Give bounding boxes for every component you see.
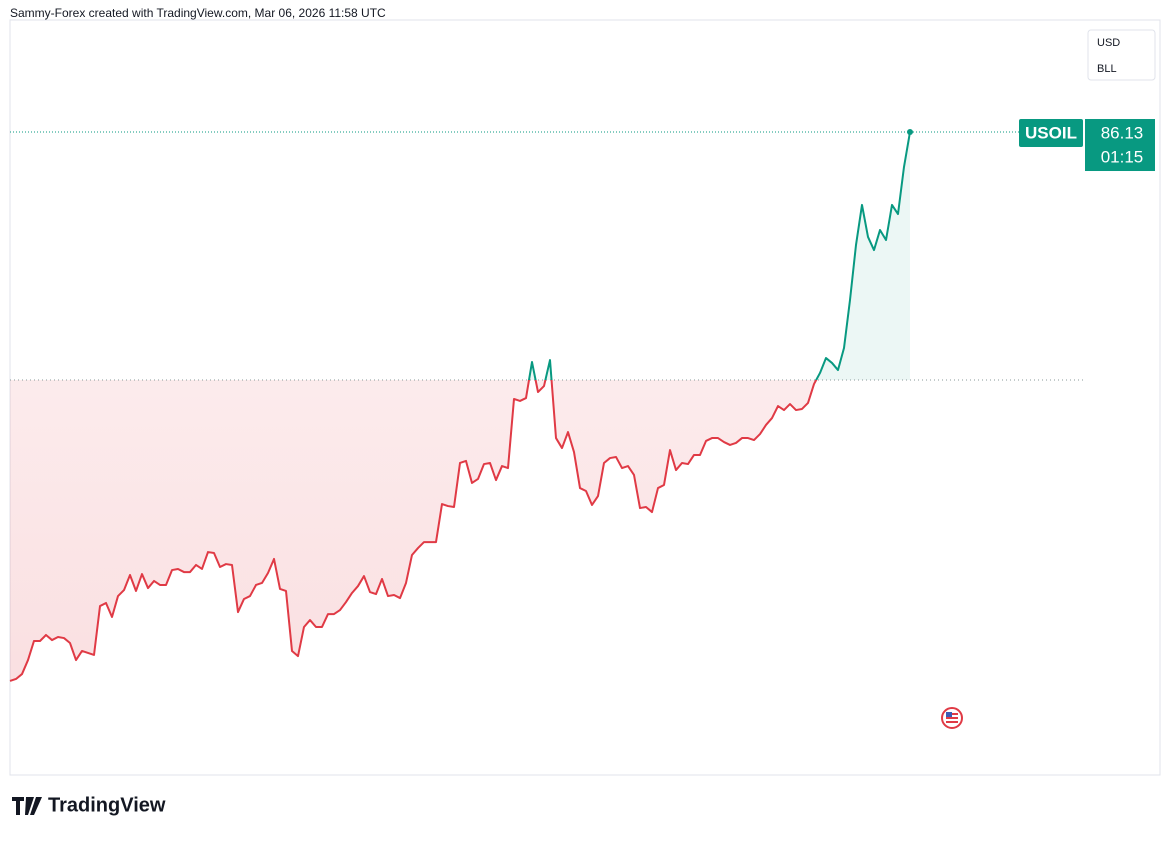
symbol-label-bg [1019, 119, 1083, 148]
price-label-bg [1085, 119, 1155, 172]
area-below [10, 380, 817, 681]
symbol-label: USOIL [1025, 123, 1077, 142]
legend-frame [1087, 29, 1156, 81]
country-flag [941, 707, 963, 729]
tradingview-logo: TradingView [12, 794, 166, 816]
header-credit: Sammy-Forex created with TradingView.com… [10, 6, 386, 20]
price-label: 86.13 [1101, 123, 1144, 142]
legend-item[interactable]: USD [1097, 37, 1120, 49]
legend-box: USD BLL [1087, 29, 1156, 81]
last-point [907, 129, 913, 136]
footer-brand: TradingView [48, 794, 166, 816]
countdown-label: 01:15 [1101, 147, 1144, 166]
legend-item[interactable]: BLL [1097, 63, 1117, 75]
price-line [9, 131, 911, 682]
